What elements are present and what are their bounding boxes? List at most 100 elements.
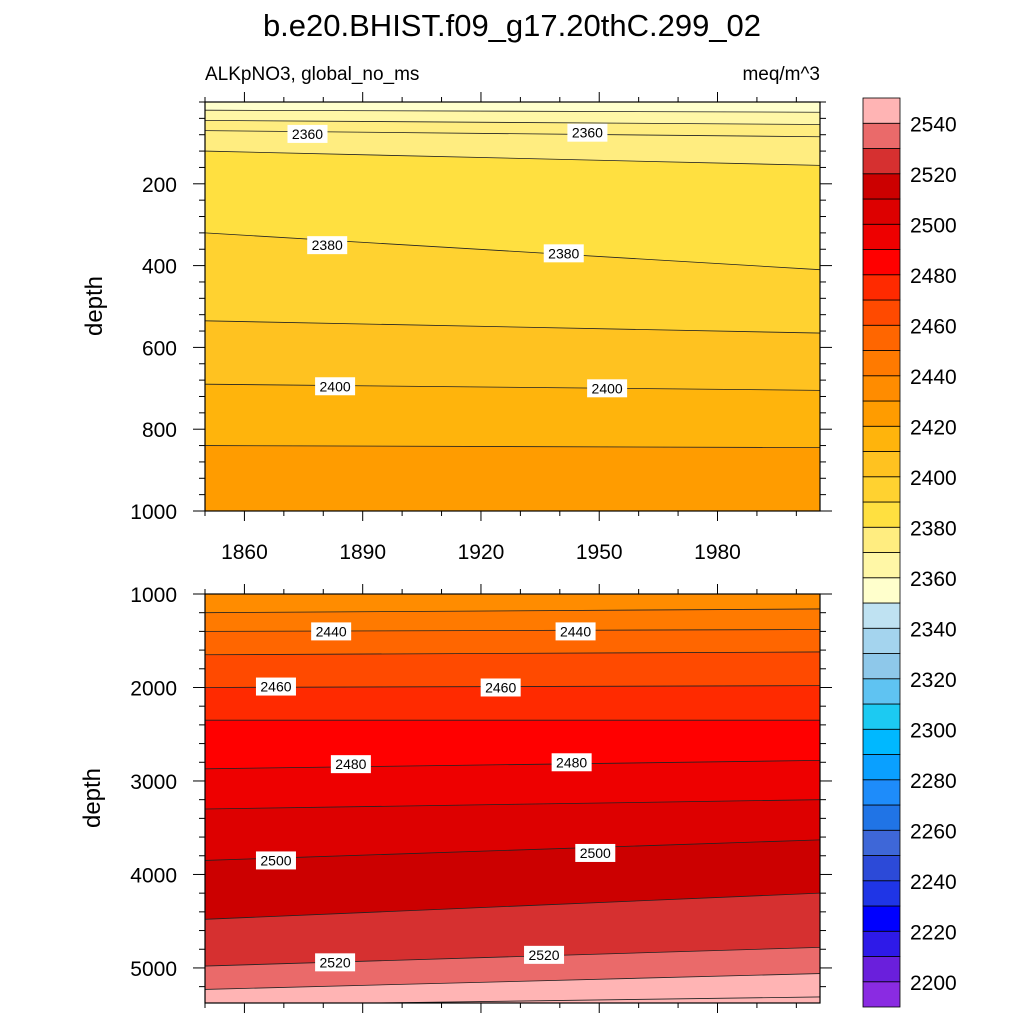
colorbar-label: 2240 [910,871,957,894]
y-tick-label: 600 [142,337,177,360]
colorbar-label: 2400 [910,467,957,490]
colorbar-box [862,350,901,377]
y-tick-label: 5000 [130,958,177,981]
contour-label-bg [567,123,608,142]
y-tick-label: 800 [142,419,177,442]
colorbar-box [862,602,901,629]
colorbar-box [862,728,901,755]
contour-line-2480 [205,760,820,770]
colorbar-box [862,299,901,326]
contour-label: 2360 [572,125,603,141]
contour-line-2500 [205,839,820,861]
upper-contour-panel: 2360 2360 2380 2380 2400 2400 1860 1890 1920 1950… [130,92,832,564]
contour-line-2350 [205,109,820,113]
contour-label-bg [543,244,584,263]
contour-line-2530 [205,973,820,990]
contour-label-bg [311,622,352,641]
colorbar-box [862,451,901,478]
colorbar-label: 2500 [910,214,957,237]
contour-line-2400 [205,383,820,391]
colorbar-box [862,122,901,149]
contour-label: 2480 [335,756,366,772]
colorbar-box [862,804,901,831]
colorbar-box [862,829,901,856]
contour-line-2490 [205,799,820,810]
contour-label-bg [315,377,356,396]
colorbar-label: 2420 [910,416,957,439]
y-tick-label: 200 [142,174,177,197]
y-tick-label: 4000 [130,864,177,887]
colorbar-box [862,754,901,781]
x-tick-label: 1860 [221,541,268,564]
colorbar-label: 2380 [910,517,957,540]
colorbar-box [862,905,901,932]
contour-line-2450 [205,651,820,656]
upper-ylabel: depth [81,276,108,336]
x-tick-label: 1920 [458,541,505,564]
colorbar-box [862,956,901,983]
y-tick-label: 2000 [130,677,177,700]
colorbar-box [862,627,901,654]
contour-band-2410 [205,445,820,511]
colorbar-box [862,552,901,579]
colorbar-box [862,653,901,680]
colorbar-box [862,400,901,427]
contour-label-bg [255,851,296,870]
colorbar-label: 2480 [910,265,957,288]
colorbar-box [862,678,901,705]
contour-line-2440 [205,629,820,632]
colorbar-box [862,148,901,175]
lower-ylabel: depth [79,768,106,828]
x-tick-label: 1950 [576,541,623,564]
contour-label: 2380 [312,237,343,253]
colorbar-box [862,173,901,200]
contour-label: 2520 [528,947,559,963]
colorbar-label: 2320 [910,669,957,692]
figure-title: b.e20.BHIST.f09_g17.20thC.299_02 [263,8,761,43]
contour-label: 2500 [260,852,291,868]
contour-label: 2440 [560,623,591,639]
contour-label: 2500 [580,845,611,861]
colorbar-box [862,249,901,276]
colorbar-label: 2260 [910,820,957,843]
contour-label-bg [587,379,628,398]
colorbar-box [862,375,901,402]
contour-label-bg [551,753,592,772]
contour-line-2370 [205,150,820,166]
colorbar-label: 2340 [910,618,957,641]
colorbar-box [862,223,901,250]
colorbar-box [862,930,901,957]
units-label: meq/m^3 [742,64,820,85]
colorbar-label: 2220 [910,921,957,944]
contour-label-bg [255,677,296,696]
plot-frame [204,593,821,1004]
x-tick-label: 1980 [694,541,741,564]
colorbar-box [862,526,901,553]
y-tick-label: 1000 [130,584,177,607]
contour-label-bg [575,843,616,862]
colorbar-box [862,476,901,503]
contour-label-bg [287,124,328,143]
colorbar-box [862,855,901,882]
colorbar-box [862,703,901,730]
contour-label: 2440 [316,623,347,639]
contour-label: 2480 [556,754,587,770]
colorbar-label: 2520 [910,164,957,187]
x-tick-label: 1890 [339,541,386,564]
contour-line-2430 [205,608,820,614]
contour-label-bg [524,945,565,964]
contour-line-2390 [205,320,820,334]
colorbar-box [862,274,901,301]
colorbar-label: 2440 [910,366,957,389]
colorbar-box [862,97,901,124]
contour-label-bg [315,953,356,972]
colorbar-label: 2460 [910,315,957,338]
colorbar-box [862,577,901,604]
colorbar-box [862,501,901,528]
colorbar-box [862,981,901,1008]
contour-label: 2400 [592,380,623,396]
contour-label: 2460 [485,679,516,695]
contour-line-2520 [205,946,820,967]
colorbar-box [862,779,901,806]
